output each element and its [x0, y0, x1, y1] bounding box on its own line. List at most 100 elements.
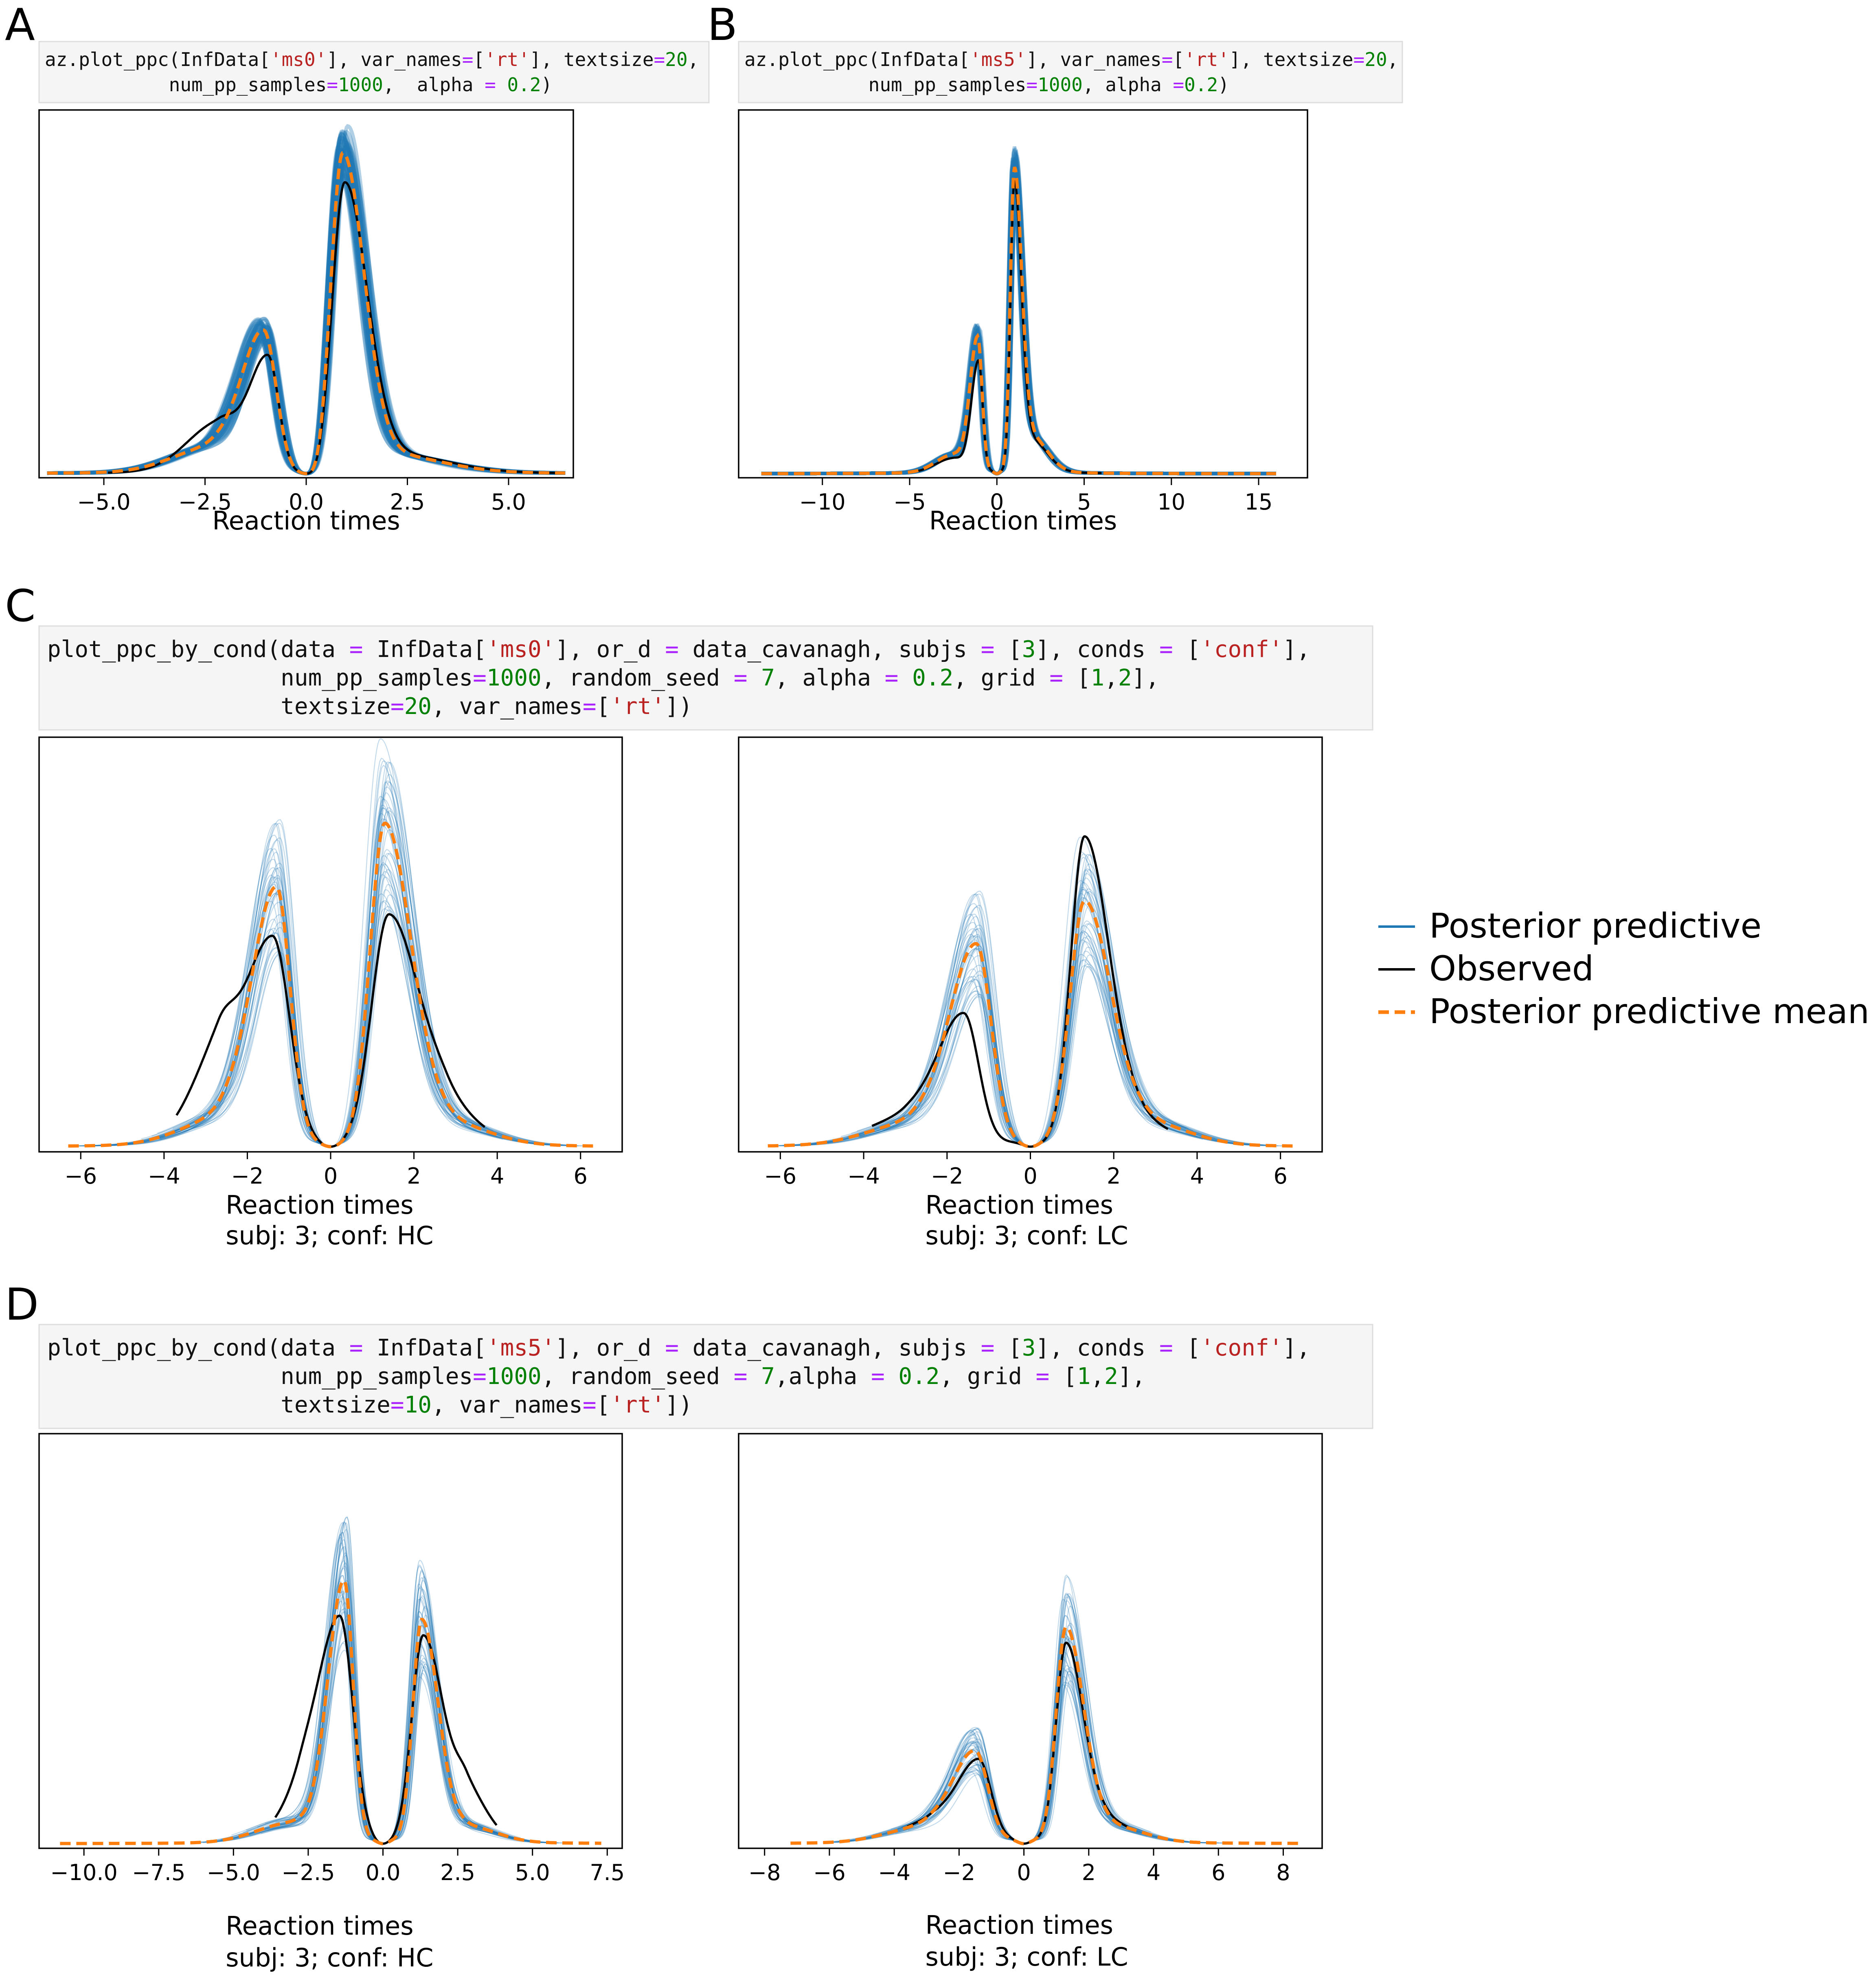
ppc-sample-line — [155, 796, 564, 1147]
ppc-sample-line — [825, 1636, 1209, 1844]
posterior-mean-line — [47, 151, 566, 475]
ppc-sample-line — [770, 890, 1271, 1147]
ppc-sample-line — [834, 1600, 1141, 1844]
x-axis-label: Reaction times — [226, 1911, 413, 1941]
ppc-sample-line — [205, 1602, 555, 1844]
x-tick-label: −2 — [943, 1860, 976, 1885]
legend-label-observed: Observed — [1429, 949, 1594, 989]
code-token: 7 — [747, 1363, 774, 1390]
ppc-sample-line — [47, 124, 566, 476]
ppc-sample-line — [47, 156, 566, 476]
axes-frame — [38, 736, 623, 1153]
code-line: textsize=20, var_names=['rt']) — [47, 693, 693, 720]
code-token: textsize — [47, 693, 390, 720]
ppc-sample-line — [47, 132, 566, 476]
ppc-sample-line — [836, 1637, 1168, 1844]
code-token: = — [1036, 1363, 1050, 1390]
x-axis-label: Reaction times — [929, 506, 1117, 536]
code-token: , random_seed — [542, 665, 734, 691]
code-token: ], — [1118, 1363, 1145, 1390]
x-tick-label: 0.0 — [289, 489, 324, 515]
x-axis-label: Reaction times — [226, 1190, 413, 1220]
posterior-mean-line — [761, 166, 1276, 475]
code-token: , grid — [953, 665, 1049, 691]
code-token: 'rt' — [610, 1392, 665, 1418]
ppc-sample-line — [157, 792, 543, 1147]
x-tick-label: 5 — [1077, 489, 1091, 515]
ppc-sample-line — [202, 1592, 499, 1844]
code-token: 'conf' — [1200, 1335, 1283, 1361]
ppc-sample-line — [198, 1586, 518, 1844]
code-token: 'ms5' — [970, 48, 1026, 70]
axes-frame — [738, 736, 1323, 1153]
code-token: [ — [994, 1335, 1022, 1361]
ppc-sample-line — [234, 1516, 557, 1844]
ppc-sample-line — [92, 782, 545, 1147]
code-token: = — [1159, 636, 1173, 663]
ppc-sample-line — [83, 871, 575, 1147]
code-token: , — [688, 48, 699, 70]
ppc-sample-line — [47, 137, 566, 476]
ppc-sample-line — [846, 854, 1221, 1147]
code-token: ]) — [665, 1392, 692, 1418]
ppc-sample-line — [835, 1670, 1228, 1844]
code-token: 20 — [665, 48, 687, 70]
x-tick-label: −4 — [148, 1163, 180, 1189]
ppc-sample-line — [809, 873, 1261, 1147]
code-cell-b: az.plot_ppc(InfData['ms5'], var_names=['… — [744, 48, 1398, 96]
code-line: num_pp_samples=1000, random_seed = 7, al… — [47, 665, 1159, 691]
code-line: num_pp_samples=1000, alpha =0.2) — [744, 74, 1229, 96]
code-token: , var_names — [432, 1392, 583, 1418]
ppc-sample-line — [47, 142, 566, 476]
code-token: = — [390, 693, 404, 720]
code-token: ], textsize — [1229, 48, 1353, 70]
code-token: ], conds — [1036, 636, 1159, 663]
code-line: num_pp_samples=1000, alpha = 0.2) — [45, 74, 552, 96]
ppc-sample-line — [47, 129, 566, 476]
chart-d-hc: −10.0 −7.5 −5.0 −2.5 0.0 2.5 5.0 7.5 Reaction ti… — [38, 1433, 625, 1973]
ppc-sample-line — [855, 880, 1264, 1147]
code-token: ], — [1283, 636, 1310, 663]
posterior-mean-line — [68, 821, 593, 1149]
plot-area — [68, 738, 593, 1149]
ppc-sample-line — [47, 155, 566, 476]
ppc-sample-line — [220, 1595, 552, 1844]
ppc-sample-line — [843, 1647, 1174, 1844]
x-tick-label: 4 — [490, 1163, 504, 1189]
panel-letter-b: B — [707, 0, 737, 51]
plot-area — [790, 1574, 1300, 1845]
ppc-sample-line — [47, 172, 566, 476]
ppc-sample-line — [147, 761, 521, 1147]
code-token: num_pp_samples — [744, 74, 1026, 96]
code-token: 1000 — [338, 74, 383, 96]
x-axis-label: Reaction times — [926, 1190, 1113, 1220]
ppc-sample-line — [47, 172, 566, 476]
code-token: ], conds — [1036, 1335, 1159, 1361]
x-tick-label: 8 — [1276, 1860, 1290, 1885]
code-token: [ — [994, 636, 1022, 663]
ppc-sample-line — [47, 135, 566, 476]
ppc-sample-line — [790, 851, 1218, 1147]
ppc-sample-line — [47, 132, 566, 476]
ppc-sample-line — [47, 164, 566, 476]
panel-letter-c: C — [5, 581, 35, 632]
ppc-sample-line — [258, 1532, 536, 1844]
ppc-sample-line — [806, 888, 1187, 1147]
ppc-sample-line — [47, 171, 566, 476]
code-token: = — [981, 636, 995, 663]
ppc-sample-line — [257, 1522, 498, 1844]
code-token: = — [1049, 665, 1063, 691]
ppc-sample-line — [196, 1560, 498, 1844]
x-tick-label: 6 — [1273, 1163, 1287, 1189]
code-token: = — [327, 74, 338, 96]
ppc-sample-line — [47, 165, 566, 476]
x-tick-label: 0 — [1023, 1163, 1037, 1189]
code-token: num_pp_samples — [45, 74, 327, 96]
posterior-mean-line — [768, 899, 1293, 1149]
panel-letter-a: A — [5, 0, 35, 51]
x-tick-label: 0 — [324, 1163, 338, 1189]
code-token: = — [734, 665, 748, 691]
code-token: 3 — [1022, 636, 1036, 663]
code-token: az.plot_ppc(InfData[ — [744, 48, 970, 70]
